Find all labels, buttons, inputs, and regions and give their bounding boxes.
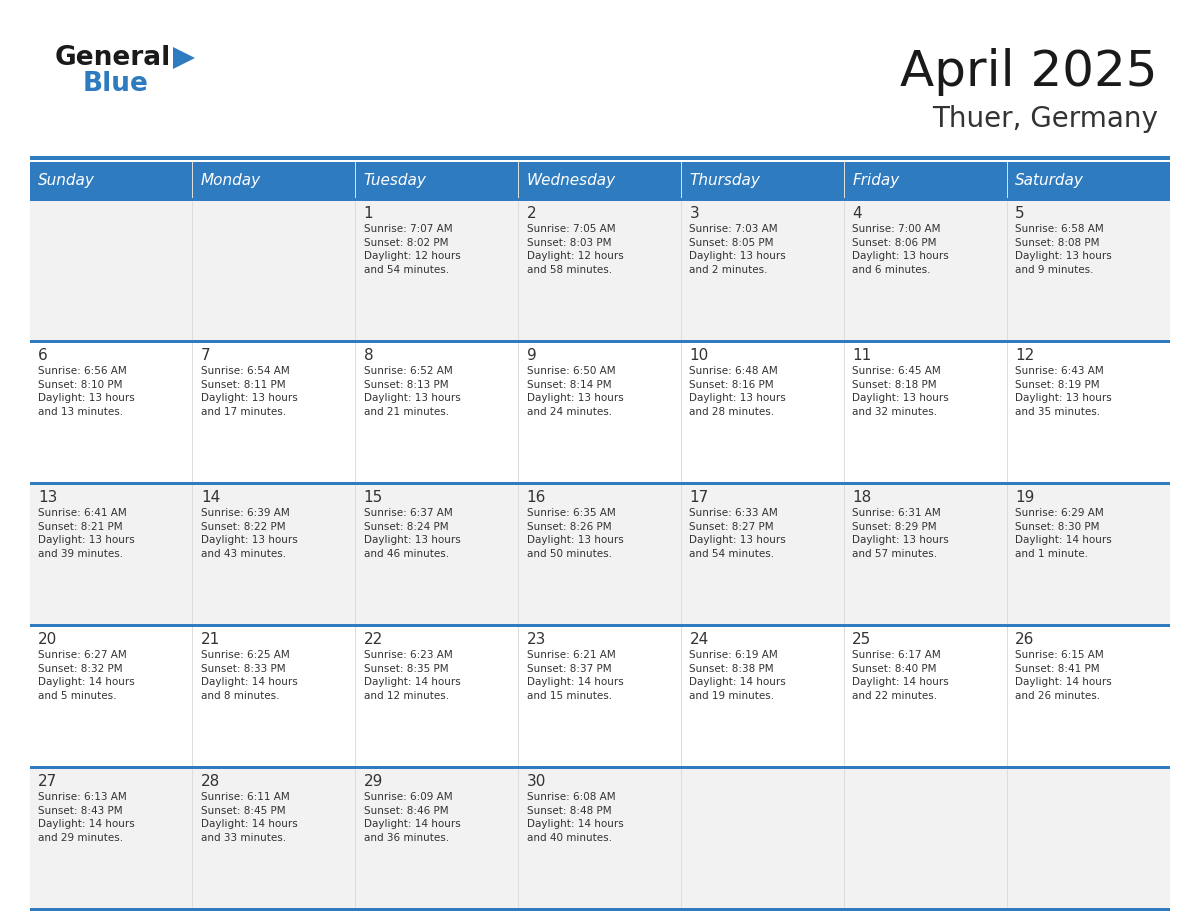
Text: Sunrise: 6:56 AM
Sunset: 8:10 PM
Daylight: 13 hours
and 13 minutes.: Sunrise: 6:56 AM Sunset: 8:10 PM Dayligh… (38, 366, 134, 417)
Text: 4: 4 (852, 206, 862, 221)
Text: General: General (55, 45, 171, 71)
Bar (30, 908, 1170, 911)
Text: Sunrise: 6:43 AM
Sunset: 8:19 PM
Daylight: 13 hours
and 35 minutes.: Sunrise: 6:43 AM Sunset: 8:19 PM Dayligh… (1015, 366, 1112, 417)
Text: Sunrise: 6:27 AM
Sunset: 8:32 PM
Daylight: 14 hours
and 5 minutes.: Sunrise: 6:27 AM Sunset: 8:32 PM Dayligh… (38, 650, 134, 700)
Bar (845, 162, 1007, 198)
Text: 19: 19 (1015, 490, 1035, 505)
Text: 22: 22 (364, 632, 383, 647)
Text: Sunrise: 6:37 AM
Sunset: 8:24 PM
Daylight: 13 hours
and 46 minutes.: Sunrise: 6:37 AM Sunset: 8:24 PM Dayligh… (364, 508, 461, 559)
Text: Sunrise: 6:15 AM
Sunset: 8:41 PM
Daylight: 14 hours
and 26 minutes.: Sunrise: 6:15 AM Sunset: 8:41 PM Dayligh… (1015, 650, 1112, 700)
Text: Sunrise: 7:07 AM
Sunset: 8:02 PM
Daylight: 12 hours
and 54 minutes.: Sunrise: 7:07 AM Sunset: 8:02 PM Dayligh… (364, 224, 461, 274)
Bar (30, 162, 192, 198)
Text: 27: 27 (38, 774, 57, 789)
Text: 9: 9 (526, 348, 536, 363)
Text: 13: 13 (38, 490, 57, 505)
Text: Sunrise: 6:41 AM
Sunset: 8:21 PM
Daylight: 13 hours
and 39 minutes.: Sunrise: 6:41 AM Sunset: 8:21 PM Dayligh… (38, 508, 134, 559)
Text: 28: 28 (201, 774, 220, 789)
Text: 7: 7 (201, 348, 210, 363)
Text: Blue: Blue (83, 71, 148, 97)
Bar (30, 766, 1170, 768)
Bar (30, 482, 1170, 485)
Text: Sunrise: 6:13 AM
Sunset: 8:43 PM
Daylight: 14 hours
and 29 minutes.: Sunrise: 6:13 AM Sunset: 8:43 PM Dayligh… (38, 792, 134, 843)
Text: 17: 17 (689, 490, 709, 505)
Text: Sunrise: 6:17 AM
Sunset: 8:40 PM
Daylight: 14 hours
and 22 minutes.: Sunrise: 6:17 AM Sunset: 8:40 PM Dayligh… (852, 650, 949, 700)
Text: Wednesday: Wednesday (526, 173, 615, 187)
Text: Monday: Monday (201, 173, 261, 187)
Text: Sunrise: 6:09 AM
Sunset: 8:46 PM
Daylight: 14 hours
and 36 minutes.: Sunrise: 6:09 AM Sunset: 8:46 PM Dayligh… (364, 792, 461, 843)
Text: Sunrise: 6:29 AM
Sunset: 8:30 PM
Daylight: 14 hours
and 1 minute.: Sunrise: 6:29 AM Sunset: 8:30 PM Dayligh… (1015, 508, 1112, 559)
Text: 11: 11 (852, 348, 872, 363)
Bar (682, 162, 845, 198)
Text: Sunrise: 6:45 AM
Sunset: 8:18 PM
Daylight: 13 hours
and 32 minutes.: Sunrise: 6:45 AM Sunset: 8:18 PM Dayligh… (852, 366, 949, 417)
Bar (519, 162, 682, 198)
Text: 8: 8 (364, 348, 373, 363)
Text: 6: 6 (38, 348, 48, 363)
Text: 23: 23 (526, 632, 546, 647)
Text: Sunrise: 6:25 AM
Sunset: 8:33 PM
Daylight: 14 hours
and 8 minutes.: Sunrise: 6:25 AM Sunset: 8:33 PM Dayligh… (201, 650, 298, 700)
Text: Sunrise: 6:39 AM
Sunset: 8:22 PM
Daylight: 13 hours
and 43 minutes.: Sunrise: 6:39 AM Sunset: 8:22 PM Dayligh… (201, 508, 298, 559)
Text: Sunrise: 6:21 AM
Sunset: 8:37 PM
Daylight: 14 hours
and 15 minutes.: Sunrise: 6:21 AM Sunset: 8:37 PM Dayligh… (526, 650, 624, 700)
Bar (192, 162, 355, 198)
Bar (30, 482, 1170, 624)
Text: 3: 3 (689, 206, 700, 221)
Bar (1007, 162, 1170, 198)
Text: Sunrise: 6:08 AM
Sunset: 8:48 PM
Daylight: 14 hours
and 40 minutes.: Sunrise: 6:08 AM Sunset: 8:48 PM Dayligh… (526, 792, 624, 843)
Text: Friday: Friday (852, 173, 899, 187)
Text: Sunrise: 6:48 AM
Sunset: 8:16 PM
Daylight: 13 hours
and 28 minutes.: Sunrise: 6:48 AM Sunset: 8:16 PM Dayligh… (689, 366, 786, 417)
Text: 14: 14 (201, 490, 220, 505)
Text: 1: 1 (364, 206, 373, 221)
Text: Sunrise: 6:11 AM
Sunset: 8:45 PM
Daylight: 14 hours
and 33 minutes.: Sunrise: 6:11 AM Sunset: 8:45 PM Dayligh… (201, 792, 298, 843)
Polygon shape (173, 47, 195, 69)
Text: Thursday: Thursday (689, 173, 760, 187)
Text: Sunrise: 7:03 AM
Sunset: 8:05 PM
Daylight: 13 hours
and 2 minutes.: Sunrise: 7:03 AM Sunset: 8:05 PM Dayligh… (689, 224, 786, 274)
Text: 29: 29 (364, 774, 383, 789)
Bar (30, 624, 1170, 766)
Text: Sunrise: 7:05 AM
Sunset: 8:03 PM
Daylight: 12 hours
and 58 minutes.: Sunrise: 7:05 AM Sunset: 8:03 PM Dayligh… (526, 224, 624, 274)
Text: 5: 5 (1015, 206, 1025, 221)
Bar (30, 624, 1170, 626)
Text: Sunrise: 6:58 AM
Sunset: 8:08 PM
Daylight: 13 hours
and 9 minutes.: Sunrise: 6:58 AM Sunset: 8:08 PM Dayligh… (1015, 224, 1112, 274)
Text: 20: 20 (38, 632, 57, 647)
Text: Sunrise: 6:33 AM
Sunset: 8:27 PM
Daylight: 13 hours
and 54 minutes.: Sunrise: 6:33 AM Sunset: 8:27 PM Dayligh… (689, 508, 786, 559)
Text: Thuer, Germany: Thuer, Germany (933, 105, 1158, 133)
Text: April 2025: April 2025 (901, 48, 1158, 96)
Text: 15: 15 (364, 490, 383, 505)
Bar (30, 340, 1170, 482)
Text: Sunday: Sunday (38, 173, 95, 187)
Text: 18: 18 (852, 490, 872, 505)
Bar (30, 198, 1170, 200)
Text: Sunrise: 7:00 AM
Sunset: 8:06 PM
Daylight: 13 hours
and 6 minutes.: Sunrise: 7:00 AM Sunset: 8:06 PM Dayligh… (852, 224, 949, 274)
Text: Sunrise: 6:31 AM
Sunset: 8:29 PM
Daylight: 13 hours
and 57 minutes.: Sunrise: 6:31 AM Sunset: 8:29 PM Dayligh… (852, 508, 949, 559)
Text: 24: 24 (689, 632, 709, 647)
Text: Tuesday: Tuesday (364, 173, 426, 187)
Text: 26: 26 (1015, 632, 1035, 647)
Bar (30, 340, 1170, 342)
Text: Sunrise: 6:19 AM
Sunset: 8:38 PM
Daylight: 14 hours
and 19 minutes.: Sunrise: 6:19 AM Sunset: 8:38 PM Dayligh… (689, 650, 786, 700)
Bar (30, 156, 1170, 160)
Bar (30, 766, 1170, 908)
Bar (355, 162, 519, 198)
Text: 21: 21 (201, 632, 220, 647)
Text: 10: 10 (689, 348, 709, 363)
Text: 30: 30 (526, 774, 546, 789)
Bar (30, 198, 1170, 340)
Text: 25: 25 (852, 632, 872, 647)
Text: Sunrise: 6:52 AM
Sunset: 8:13 PM
Daylight: 13 hours
and 21 minutes.: Sunrise: 6:52 AM Sunset: 8:13 PM Dayligh… (364, 366, 461, 417)
Text: Saturday: Saturday (1015, 173, 1083, 187)
Text: Sunrise: 6:50 AM
Sunset: 8:14 PM
Daylight: 13 hours
and 24 minutes.: Sunrise: 6:50 AM Sunset: 8:14 PM Dayligh… (526, 366, 624, 417)
Text: Sunrise: 6:23 AM
Sunset: 8:35 PM
Daylight: 14 hours
and 12 minutes.: Sunrise: 6:23 AM Sunset: 8:35 PM Dayligh… (364, 650, 461, 700)
Text: 16: 16 (526, 490, 546, 505)
Text: 2: 2 (526, 206, 536, 221)
Text: 12: 12 (1015, 348, 1035, 363)
Text: Sunrise: 6:54 AM
Sunset: 8:11 PM
Daylight: 13 hours
and 17 minutes.: Sunrise: 6:54 AM Sunset: 8:11 PM Dayligh… (201, 366, 298, 417)
Text: Sunrise: 6:35 AM
Sunset: 8:26 PM
Daylight: 13 hours
and 50 minutes.: Sunrise: 6:35 AM Sunset: 8:26 PM Dayligh… (526, 508, 624, 559)
